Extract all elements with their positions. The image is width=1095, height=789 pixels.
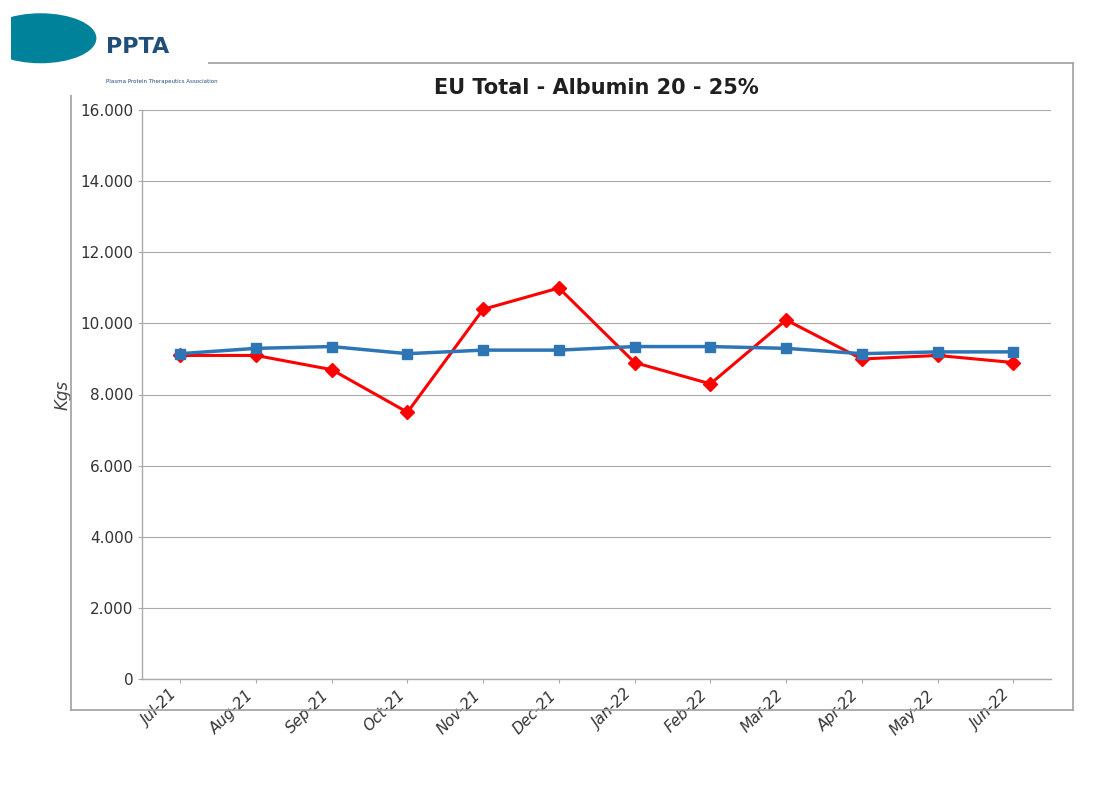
Y-axis label: Kgs: Kgs bbox=[54, 380, 72, 409]
Circle shape bbox=[0, 14, 95, 62]
Title: EU Total - Albumin 20 - 25%: EU Total - Albumin 20 - 25% bbox=[435, 78, 759, 98]
Text: Plasma Protein Therapeutics Association: Plasma Protein Therapeutics Association bbox=[105, 79, 217, 84]
Text: PPTA: PPTA bbox=[105, 37, 169, 57]
